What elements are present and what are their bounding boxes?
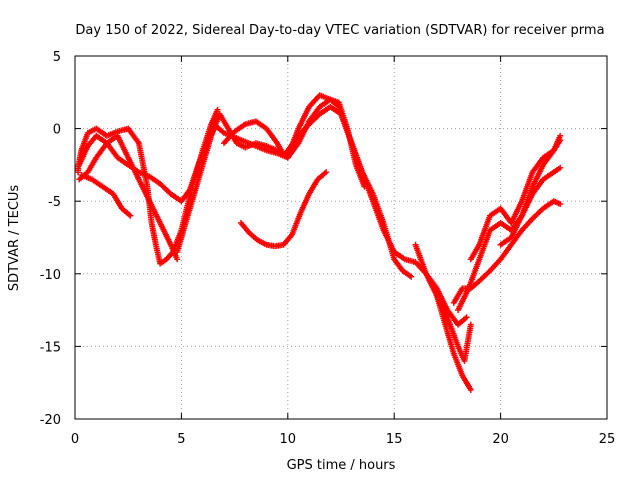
x-tick-label: 10 [280,432,297,447]
axis-ticks [74,55,608,420]
x-tick-label: 25 [599,432,616,447]
series-11 [433,292,474,364]
x-axis-title: GPS time / hours [287,458,396,473]
y-tick-label: -5 [48,195,61,210]
x-tick-label: 0 [71,432,79,447]
data-point-plus [127,212,134,219]
data-point-plus [174,256,181,263]
plot-frame [74,55,608,420]
series-14 [467,132,564,263]
y-tick-label: -20 [40,413,61,428]
grid [75,56,607,419]
y-tick-label: -10 [40,268,61,283]
series-12 [450,198,564,306]
series-3 [76,132,181,263]
data-marks [75,92,564,393]
tick-labels: 0 5 10 15 20 25 5 0 -5 -10 -15 -20 [40,50,616,447]
data-point-plus [408,273,415,280]
y-tick-label: 5 [53,50,61,65]
data-point-plus [467,386,474,393]
y-axis-title: SDTVAR / TECUs [7,185,22,292]
y-tick-label: 0 [53,123,61,138]
data-point-plus [214,106,221,113]
series-10 [412,241,470,328]
data-point-plus [467,321,474,328]
data-point-plus [557,132,564,139]
y-tick-label: -15 [40,340,61,355]
data-point-plus [557,164,564,171]
series-7 [237,169,330,250]
x-tick-label: 15 [386,432,403,447]
data-point-plus [463,314,470,321]
series-4 [78,172,134,219]
chart-title: Day 150 of 2022, Sidereal Day-to-day VTE… [75,23,604,38]
series-15 [497,164,564,248]
x-tick-label: 20 [492,432,509,447]
data-point-plus [557,201,564,208]
x-tick-label: 5 [177,432,185,447]
data-point-plus [323,169,330,176]
